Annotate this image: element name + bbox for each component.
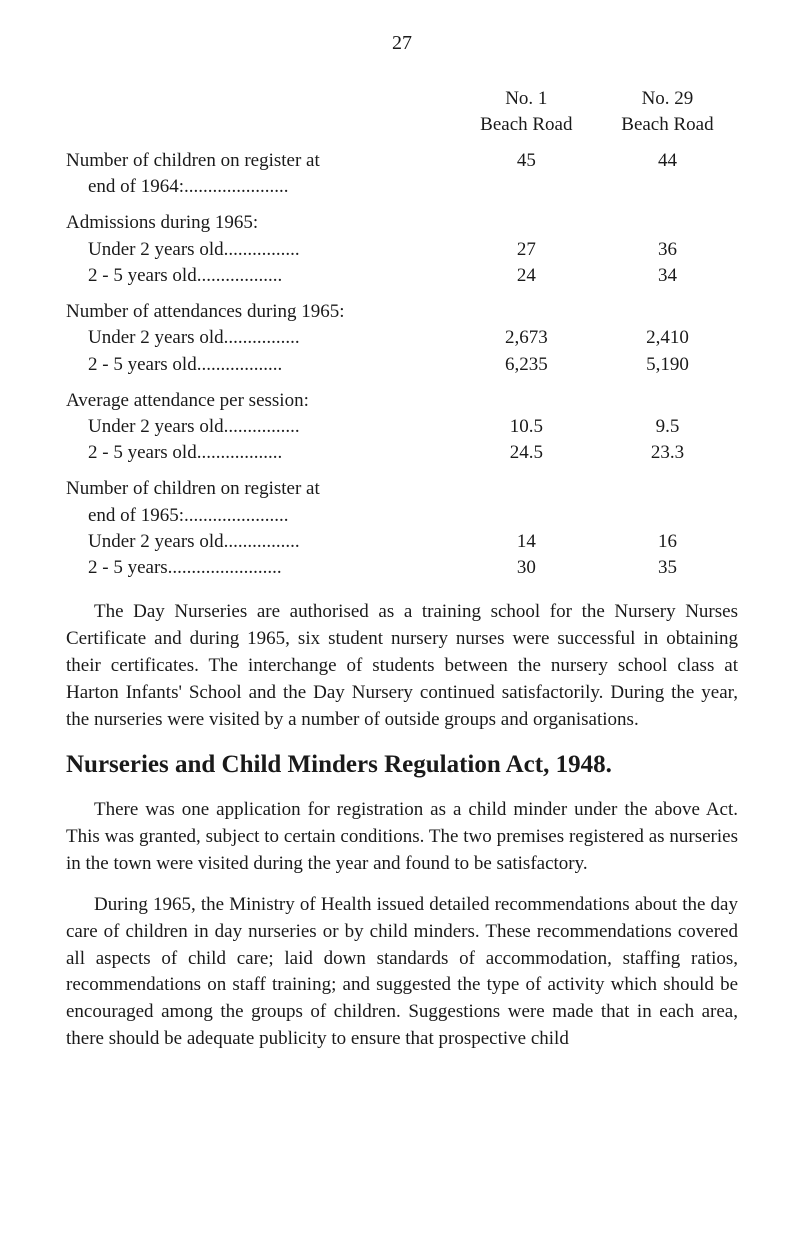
table-row: Under 2 years old................ 2,673 … [66, 325, 738, 351]
paragraph-1: The Day Nurseries are authorised as a tr… [66, 599, 738, 734]
cell: 45 [456, 148, 597, 200]
col-a-line1: No. 1 [505, 88, 547, 109]
col-b-header: No. 29 Beach Road [597, 86, 738, 138]
cell: 9.5 [597, 414, 738, 440]
section-heading: Nurseries and Child Minders Regulation A… [66, 748, 738, 783]
row-sublabel: Under 2 years old................ [66, 414, 456, 440]
paragraph-2: There was one application for registrati… [66, 797, 738, 878]
cell: 5,190 [597, 352, 738, 378]
table-row: Under 2 years old................ 14 16 [66, 529, 738, 555]
row-label-cont: end of 1964:...................... [66, 174, 456, 200]
row-sublabel: 2 - 5 years old.................. [66, 263, 456, 289]
row-label: Number of children on register at [66, 150, 320, 171]
cell: 35 [597, 555, 738, 581]
table-row: Number of attendances during 1965: [66, 299, 738, 325]
cell: 36 [597, 237, 738, 263]
col-b-line2: Beach Road [621, 114, 713, 135]
row-sublabel: 2 - 5 years........................ [66, 555, 456, 581]
table-row: Under 2 years old................ 27 36 [66, 237, 738, 263]
col-b-line1: No. 29 [642, 88, 694, 109]
row-label-cont: end of 1965:...................... [66, 503, 456, 529]
cell: 30 [456, 555, 597, 581]
table-row: 2 - 5 years old.................. 6,235 … [66, 352, 738, 378]
row-label: Average attendance per session: [66, 390, 309, 411]
cell: 2,410 [597, 325, 738, 351]
cell: 16 [597, 529, 738, 555]
cell: 44 [597, 148, 738, 200]
cell: 24 [456, 263, 597, 289]
cell: 2,673 [456, 325, 597, 351]
table-row: Number of children on register at end of… [66, 148, 738, 200]
page: 27 No. 1 Beach Road No. 29 Beach Road Nu… [0, 0, 800, 1255]
table-row: 2 - 5 years old.................. 24.5 2… [66, 440, 738, 466]
table-row: Admissions during 1965: [66, 210, 738, 236]
row-label: Number of children on register at [66, 478, 320, 499]
cell: 14 [456, 529, 597, 555]
table-row: Number of children on register at end of… [66, 476, 738, 528]
stats-table: No. 1 Beach Road No. 29 Beach Road Numbe… [66, 86, 738, 582]
table-row: Average attendance per session: [66, 388, 738, 414]
cell: 10.5 [456, 414, 597, 440]
row-label: Number of attendances during 1965: [66, 301, 345, 322]
row-sublabel: 2 - 5 years old.................. [66, 352, 456, 378]
cell: 6,235 [456, 352, 597, 378]
table-row: 2 - 5 years old.................. 24 34 [66, 263, 738, 289]
row-sublabel: Under 2 years old................ [66, 237, 456, 263]
col-a-header: No. 1 Beach Road [456, 86, 597, 138]
cell: 34 [597, 263, 738, 289]
cell: 23.3 [597, 440, 738, 466]
table-row: 2 - 5 years........................ 30 3… [66, 555, 738, 581]
row-label: Admissions during 1965: [66, 212, 258, 233]
table-row: Under 2 years old................ 10.5 9… [66, 414, 738, 440]
row-sublabel: 2 - 5 years old.................. [66, 440, 456, 466]
cell: 27 [456, 237, 597, 263]
row-sublabel: Under 2 years old................ [66, 529, 456, 555]
paragraph-3: During 1965, the Ministry of Health issu… [66, 892, 738, 1054]
row-sublabel: Under 2 years old................ [66, 325, 456, 351]
col-a-line2: Beach Road [480, 114, 572, 135]
table-header-row: No. 1 Beach Road No. 29 Beach Road [66, 86, 738, 138]
cell: 24.5 [456, 440, 597, 466]
page-number: 27 [66, 30, 738, 58]
